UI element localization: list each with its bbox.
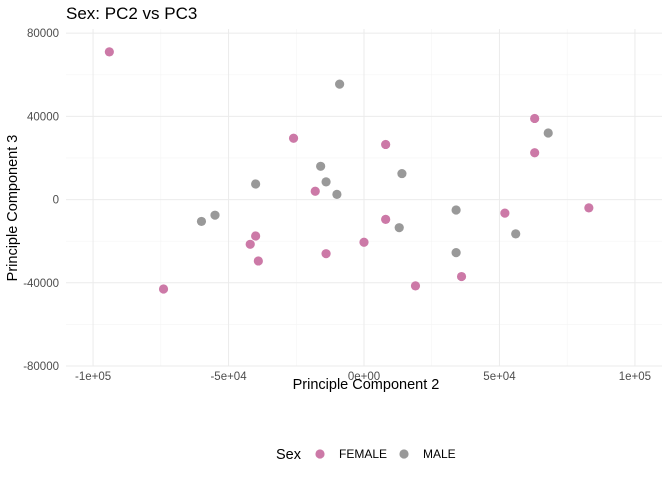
x-axis-ticks: -1e+05 -5e+04 0e+00 5e+04 1e+05	[75, 371, 651, 383]
point-male	[332, 189, 342, 199]
legend-label-female: FEMALE	[339, 447, 387, 461]
data-points	[104, 47, 594, 294]
y-axis-ticks: -80000 -40000 0 40000 80000	[23, 28, 59, 373]
y-tick-label: -40000	[23, 278, 59, 290]
legend-key-male	[399, 449, 409, 459]
point-male	[543, 128, 553, 138]
point-female	[251, 231, 261, 241]
point-female	[310, 186, 320, 196]
legend-label-male: MALE	[423, 447, 456, 461]
point-female	[500, 208, 510, 218]
point-female	[530, 113, 540, 124]
point-male	[196, 216, 207, 227]
y-axis-title: Principle Component 3	[5, 135, 21, 282]
point-male	[394, 223, 404, 233]
point-female	[381, 139, 391, 150]
point-female	[381, 214, 391, 224]
point-female	[456, 271, 467, 282]
legend-key-female	[315, 449, 325, 459]
point-male	[210, 210, 220, 220]
point-male	[316, 161, 326, 171]
point-female	[288, 133, 299, 143]
point-female	[410, 281, 421, 291]
point-female	[359, 237, 369, 247]
point-male	[451, 248, 461, 258]
legend: Sex FEMALE MALE	[276, 447, 456, 463]
y-tick-label: -80000	[23, 361, 59, 373]
x-axis-title: Principle Component 2	[293, 377, 440, 393]
y-tick-label: 0	[53, 195, 59, 207]
point-male	[321, 177, 331, 187]
legend-title: Sex	[276, 447, 302, 463]
point-male	[511, 229, 521, 239]
x-tick-label: -1e+05	[75, 371, 111, 383]
x-tick-label: 5e+04	[483, 371, 516, 383]
point-male	[251, 179, 261, 189]
grid-lines	[66, 29, 662, 367]
point-male	[397, 168, 407, 179]
point-female	[253, 256, 263, 266]
point-female	[104, 47, 114, 57]
point-male	[335, 79, 345, 89]
x-tick-label: -5e+04	[210, 371, 247, 383]
y-tick-label: 40000	[27, 111, 59, 123]
point-female	[584, 203, 594, 213]
chart-title: Sex: PC2 vs PC3	[66, 4, 197, 23]
y-tick-label: 80000	[27, 28, 59, 40]
x-tick-label: 1e+05	[619, 371, 651, 383]
point-female	[158, 284, 169, 294]
x-tick-label: 0e+00	[348, 371, 380, 383]
point-female	[321, 249, 331, 259]
point-female	[245, 239, 255, 249]
point-male	[451, 205, 461, 215]
point-female	[530, 148, 540, 158]
